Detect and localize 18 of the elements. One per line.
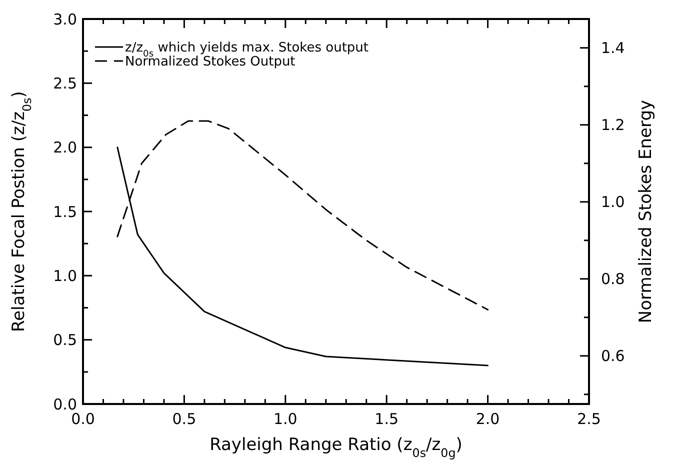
y2-tick-label: 1.4: [601, 39, 625, 58]
x-tick-label: 2.0: [476, 410, 500, 428]
y-tick-label: 1.0: [53, 266, 77, 285]
x-tick-label: 1.5: [374, 410, 399, 428]
x-tick-label: 0.5: [172, 410, 196, 428]
y-tick-label: 3.0: [53, 10, 77, 28]
y2-axis-title: Normalized Stokes Energy: [636, 100, 656, 324]
y-tick-label: 0.5: [53, 331, 77, 350]
x-tick-label: 2.5: [577, 410, 601, 428]
x-axis-title: Rayleigh Range Ratio (z$_{0s}$/z$_{0g}$): [210, 435, 462, 460]
y-tick-label: 2.0: [53, 138, 77, 157]
y-tick-label: 1.5: [53, 202, 77, 221]
y2-tick-label: 1.0: [601, 193, 625, 212]
y-tick-label: 2.5: [53, 74, 77, 92]
y2-tick-label: 1.2: [601, 116, 625, 134]
y2-tick-label: 0.6: [601, 347, 625, 366]
y2-tick-label: 0.8: [601, 270, 625, 288]
x-tick-label: 1.0: [273, 410, 298, 428]
